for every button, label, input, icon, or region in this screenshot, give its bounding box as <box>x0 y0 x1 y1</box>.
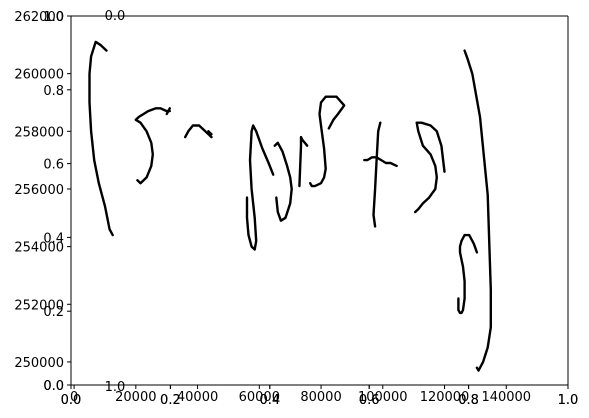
x-tick-label: 0.4 <box>259 393 280 408</box>
x-tick-label: 0.2 <box>160 393 181 408</box>
x-tick-label: 0.4 <box>259 393 280 408</box>
mark-s <box>309 95 346 188</box>
y-tick-label: 260000 <box>14 68 64 83</box>
x-tick-label: 0.2 <box>160 393 181 408</box>
x-tick-label: 0.6 <box>359 393 380 408</box>
mark-s-left <box>298 135 309 188</box>
y-tick-label: 250000 <box>14 356 64 371</box>
x-tick-label: 60000 <box>239 390 280 405</box>
mark-tilde-end <box>207 130 213 136</box>
right-bracket <box>463 49 492 372</box>
mark-o <box>273 141 293 222</box>
axes-layer: 0 20000 40000 60000 80000 100000 120000 140000 2… <box>14 9 578 408</box>
y-tick-label: 254000 <box>14 241 64 256</box>
overlay-bottom-label: 1.0 <box>105 380 126 395</box>
x-tick-label: 40000 <box>177 390 218 405</box>
left-bracket <box>88 40 114 237</box>
y-tick-label: 0.0 <box>43 379 64 394</box>
x-tick-label: 0.0 <box>61 393 82 408</box>
y-tick-label: 1.0 <box>43 10 64 25</box>
mark-g <box>457 233 479 315</box>
y-tick-label: 0.0 <box>43 379 64 394</box>
x-tick-label: 0.8 <box>458 393 479 408</box>
y-tick-label: 262000 <box>14 10 64 25</box>
mark-5b <box>165 107 171 116</box>
y-tick-label: 1.0 <box>43 10 64 25</box>
mark-5a <box>134 107 171 185</box>
y-tick-label: 0.8 <box>43 84 64 99</box>
x-tick-label: 1.0 <box>558 393 579 408</box>
mark-t-bar <box>363 156 398 168</box>
mark-3 <box>414 121 446 214</box>
y-tick-label: 0.4 <box>43 231 64 246</box>
x-tick-label: 0.6 <box>359 393 380 408</box>
y-tick-label: 256000 <box>14 183 64 198</box>
x-tick-label: 140000 <box>481 390 531 405</box>
x-tick-label: 0.0 <box>61 393 82 408</box>
x-tick-label: 80000 <box>300 390 341 405</box>
x-tick-label: 20000 <box>115 390 156 405</box>
y-tick-label: 0.6 <box>43 158 64 173</box>
y-tick-label: 252000 <box>14 298 64 313</box>
x-tick-label: 1.0 <box>558 393 579 408</box>
y-tick-label: 0.2 <box>43 305 64 320</box>
strokes-layer <box>88 40 492 372</box>
overlay-top-label: 0.0 <box>105 9 126 24</box>
data-axes: 0 20000 40000 60000 80000 100000 120000 140000 2… <box>14 10 569 405</box>
overlay-axes-b: 0.0 0.2 0.4 0.6 0.8 1.0 0.0 1.0 <box>43 10 578 408</box>
mark-tilde <box>184 124 213 139</box>
x-tick-label: 0 <box>70 390 78 405</box>
x-tick-label: 120000 <box>420 390 470 405</box>
overlay-axes-a: 0.0 0.2 0.4 0.6 0.8 1.0 0.0 0.2 0.4 0.6 0.8 1.0 <box>43 10 578 408</box>
mark-t-stem <box>372 121 382 228</box>
x-tick-label: 100000 <box>358 390 408 405</box>
x-tick-label: 0.8 <box>458 393 479 408</box>
mark-p-stem <box>245 124 275 251</box>
y-tick-label: 258000 <box>14 125 64 140</box>
